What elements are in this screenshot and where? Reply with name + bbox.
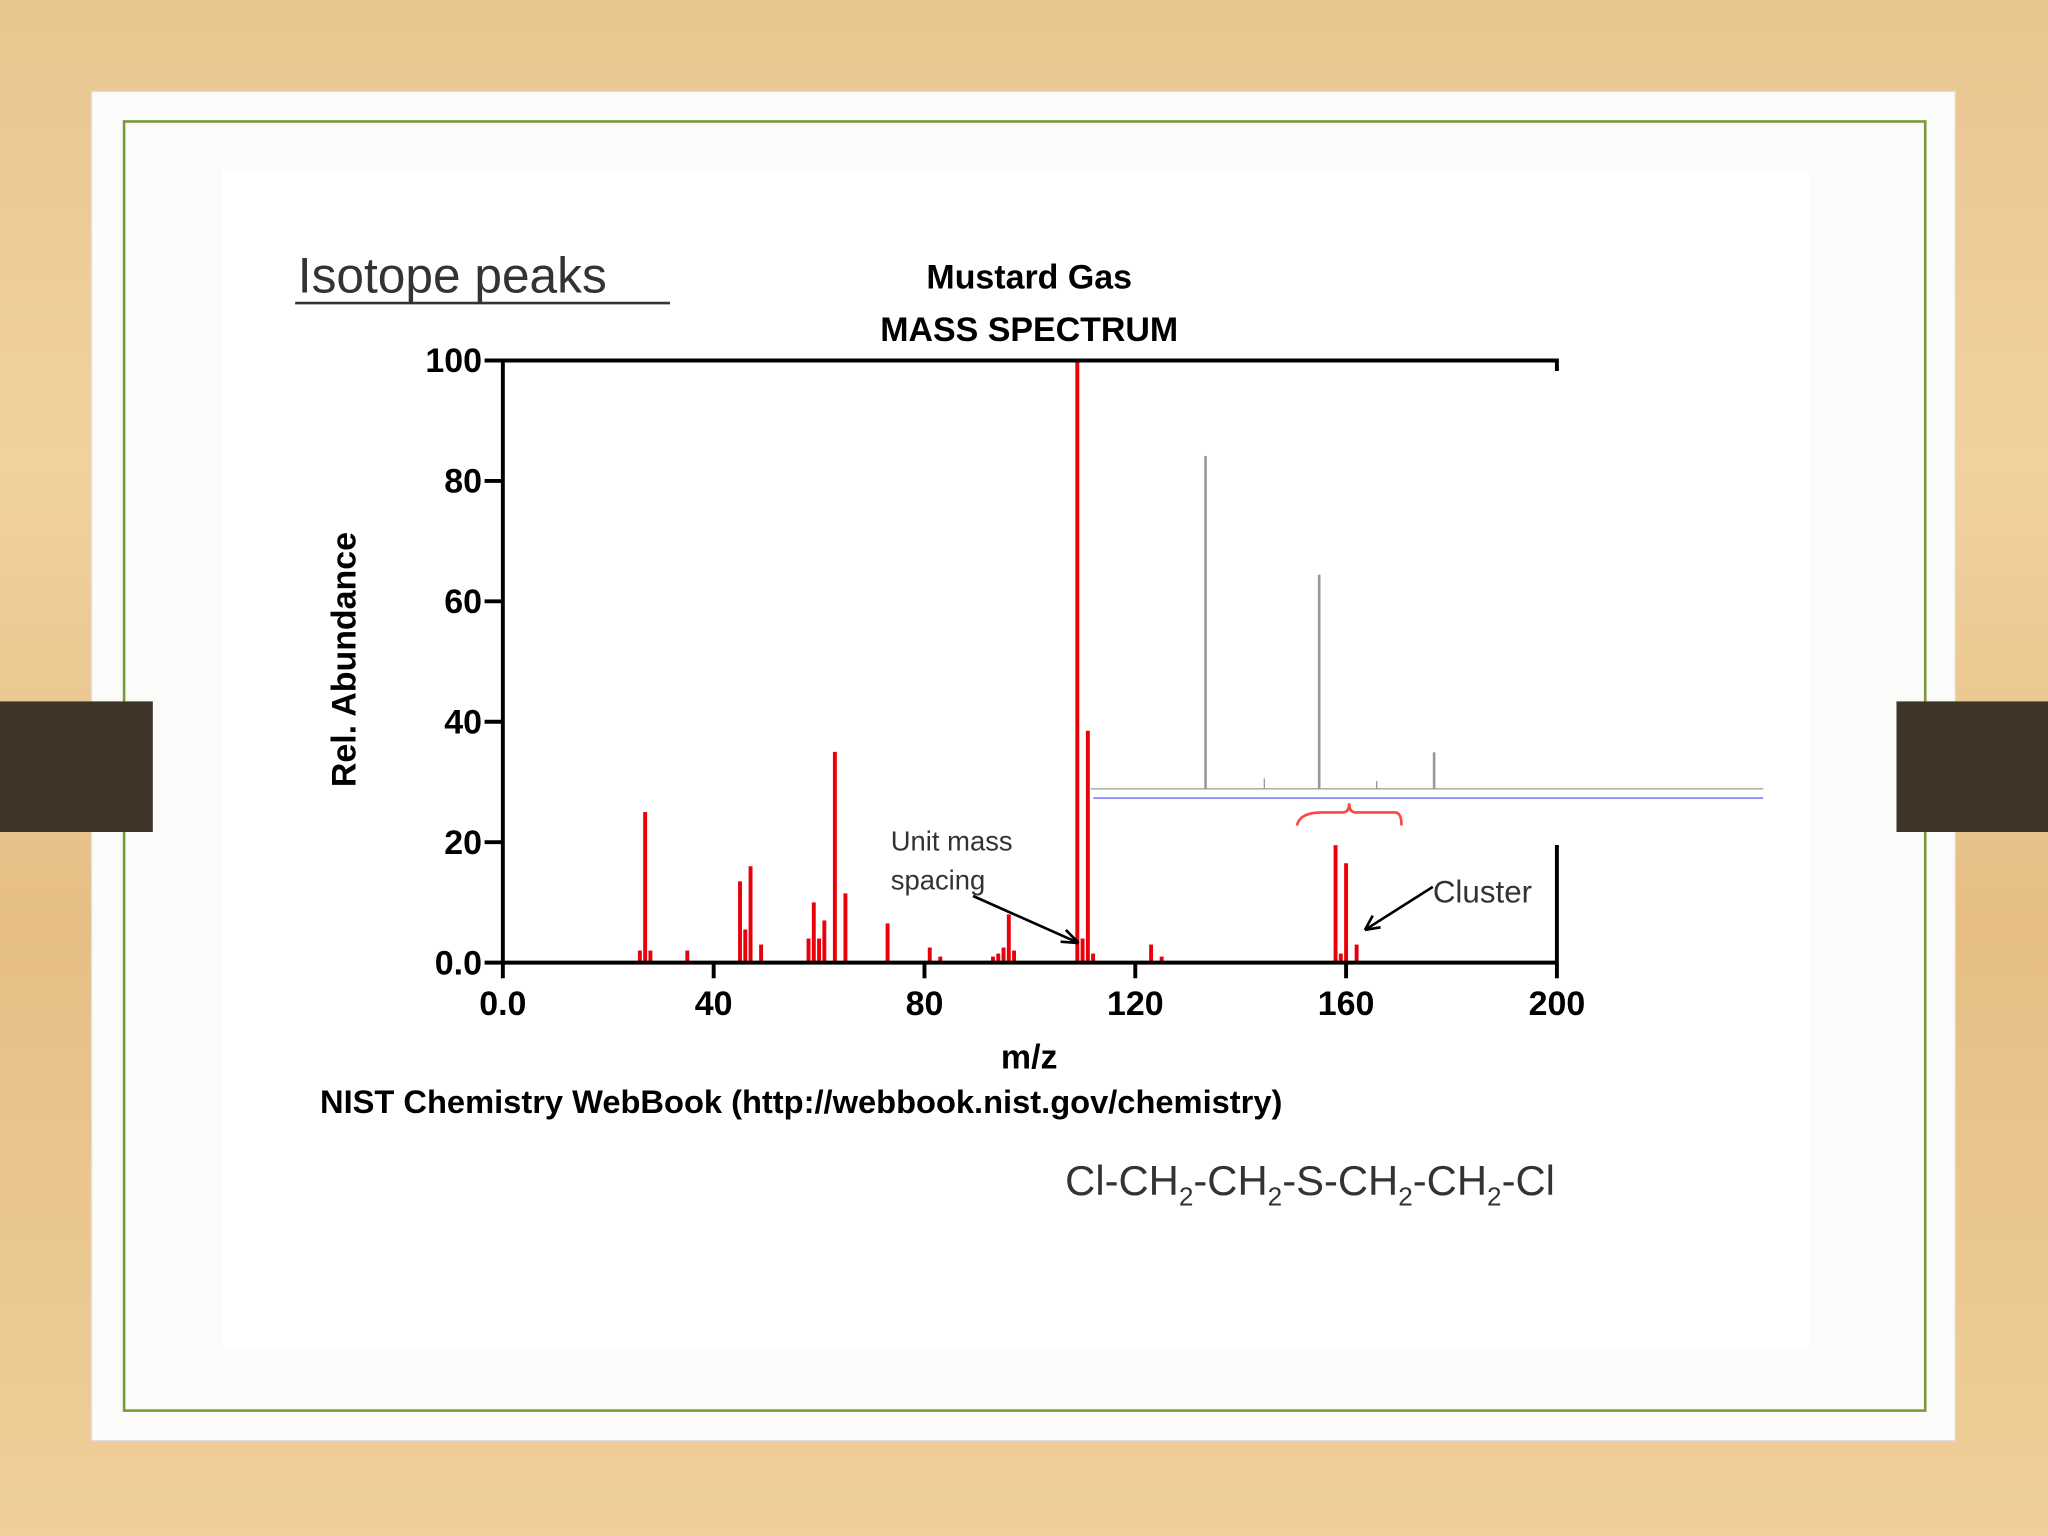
y-tick-label: 60: [444, 583, 482, 621]
y-axis-label: Rel. Abundance: [325, 532, 363, 787]
formula: Cl-CH2-CH2-S-CH2-CH2-Cl: [1065, 1157, 1555, 1211]
y-tick-label: 40: [444, 704, 482, 742]
peak: [1344, 863, 1349, 963]
annotation: Unit mass: [891, 825, 1013, 856]
x-tick-label: 160: [1318, 985, 1375, 1023]
formula-part: Cl-CH: [1065, 1157, 1179, 1204]
formula-part: -CH: [1413, 1157, 1487, 1204]
annotation-arrow: [972, 894, 1080, 945]
inset-bg: [1090, 437, 1764, 830]
y-tick-label: 100: [425, 342, 482, 380]
right-tab: [1896, 701, 2048, 832]
peak: [759, 944, 764, 963]
peak: [648, 950, 653, 963]
x-tick-label: 200: [1529, 985, 1586, 1023]
inset-brace: [1295, 803, 1403, 826]
peak: [1091, 953, 1096, 963]
peak: [1354, 944, 1359, 963]
peak: [1075, 360, 1080, 963]
peak: [885, 923, 890, 963]
left-tab: [0, 701, 153, 832]
source: NIST Chemistry WebBook (http://webbook.n…: [320, 1083, 1282, 1120]
peak: [1159, 956, 1164, 963]
peak: [806, 938, 811, 963]
peak: [811, 902, 816, 963]
chart-title: Mustard Gas: [926, 259, 1132, 297]
peak: [743, 929, 748, 963]
peak: [1001, 947, 1006, 963]
peak: [1085, 730, 1090, 963]
x-tick-label: 0.0: [479, 985, 526, 1023]
plot-frame: [500, 358, 1559, 965]
annotation: Cluster: [1433, 875, 1532, 910]
peak: [1333, 845, 1338, 963]
peak: [991, 956, 995, 963]
x-axis-label: m/z: [1001, 1038, 1058, 1076]
formula-subscript: 2: [1179, 1182, 1194, 1212]
chart-subtitle: MASS SPECTRUM: [880, 311, 1178, 349]
annotation: spacing: [891, 864, 985, 895]
peak: [817, 938, 822, 963]
peak: [643, 812, 648, 963]
peak: [1149, 944, 1154, 963]
peak: [832, 751, 837, 963]
formula-subscript: 2: [1487, 1182, 1502, 1212]
x-tick-label: 120: [1107, 985, 1164, 1023]
peak: [1012, 950, 1017, 963]
peak: [685, 950, 690, 963]
peak: [1338, 953, 1343, 963]
peak: [637, 950, 642, 963]
inset: [1090, 437, 1764, 830]
peak: [1080, 938, 1085, 963]
x-tick-label: 80: [906, 985, 944, 1023]
plot: 0.0 20 40 60 80 100 0.0 40 80 120 160 200 Unit mass s…: [425, 342, 1585, 1023]
formula-part: -CH: [1193, 1157, 1267, 1204]
formula-subscript: 2: [1268, 1182, 1283, 1212]
y-tick-label: 80: [444, 463, 482, 501]
peak: [738, 881, 742, 963]
formula-part: -Cl: [1502, 1157, 1555, 1204]
annotation-arrow: [1363, 885, 1434, 932]
slide-title: Isotope peaks: [298, 248, 607, 304]
peak: [996, 953, 1001, 963]
formula-part: -S-CH: [1282, 1157, 1398, 1204]
peak: [927, 947, 932, 963]
x-tick-label: 40: [695, 985, 733, 1023]
peak: [1006, 914, 1011, 963]
peak: [822, 920, 827, 963]
y-tick-label: 0.0: [435, 944, 482, 982]
peak: [748, 866, 753, 963]
peak: [843, 893, 848, 963]
y-tick-label: 20: [444, 824, 482, 862]
formula-subscript: 2: [1398, 1182, 1413, 1212]
peak: [938, 956, 943, 963]
